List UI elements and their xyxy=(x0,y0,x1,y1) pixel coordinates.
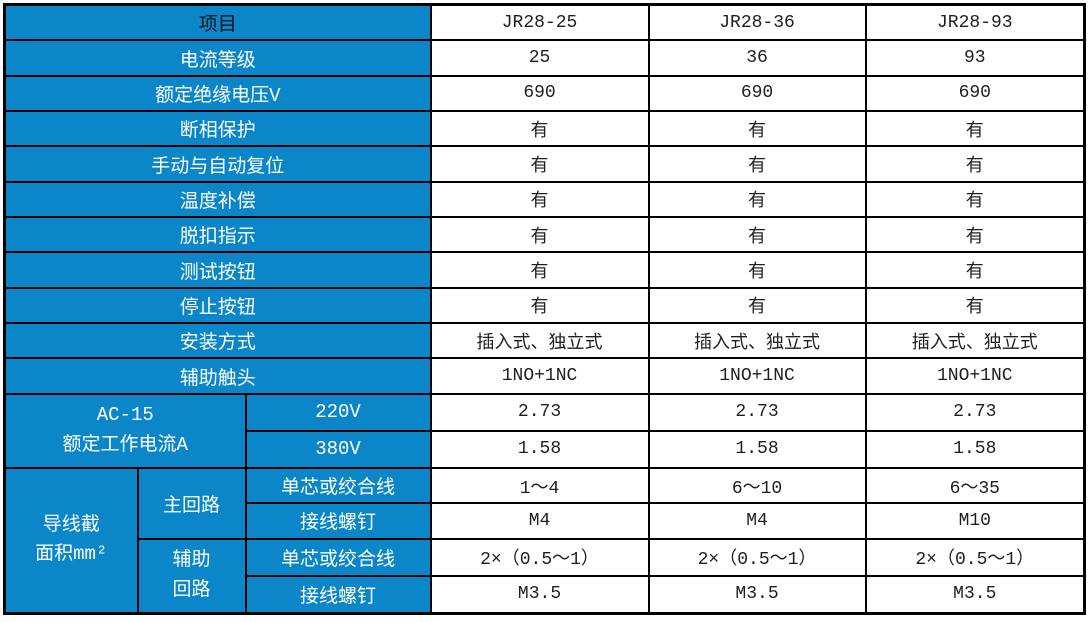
value-cell: 有 xyxy=(429,286,650,325)
header-model-cell: JR28-93 xyxy=(864,3,1086,42)
header-row: 项目 JR28-25 JR28-36 JR28-93 xyxy=(3,3,1086,42)
header-item-cell: 项目 xyxy=(3,3,432,42)
sub-label: 单芯或绞合线 xyxy=(244,537,432,577)
value-cell: 93 xyxy=(864,39,1086,77)
value-cell: 有 xyxy=(647,286,867,325)
table-row: 停止按钮 有 有 有 xyxy=(3,286,1086,325)
table-row: 脱扣指示 有 有 有 xyxy=(3,216,1086,254)
value-cell: 1NO+1NC xyxy=(647,357,867,395)
row-label: 手动与自动复位 xyxy=(3,145,432,183)
row-label: 安装方式 xyxy=(3,322,432,360)
value-cell: M3.5 xyxy=(864,574,1086,615)
value-cell: 有 xyxy=(429,216,650,254)
table-row-ac15-380v: 380V 1.58 1.58 1.58 xyxy=(5,429,1086,469)
value-cell: M4 xyxy=(429,502,650,540)
value-cell: 6～35 xyxy=(864,466,1086,505)
table-row-wire-main-core: 导线截 面积mm² 主回路 单芯或绞合线 1～4 6～10 6～35 xyxy=(3,466,1086,615)
table-row: 电流等级 25 36 93 xyxy=(3,39,1086,77)
row-label: 电流等级 xyxy=(3,39,432,77)
value-cell: 6～10 xyxy=(647,466,867,505)
value-cell: 2.73 xyxy=(647,392,867,432)
value-cell: 1.58 xyxy=(647,429,867,469)
sub-label: 220V xyxy=(244,392,432,432)
value-cell: 有 xyxy=(429,180,650,219)
value-cell: 1NO+1NC xyxy=(864,357,1086,395)
sub-label: 接线螺钉 xyxy=(244,502,432,540)
sub-label: 单芯或绞合线 xyxy=(244,466,432,505)
table-row: 测试按钮 有 有 有 xyxy=(3,251,1086,289)
value-cell: 有 xyxy=(864,145,1086,183)
value-cell: M4 xyxy=(647,502,867,540)
value-cell: 有 xyxy=(647,251,867,289)
value-cell: M10 xyxy=(864,502,1086,540)
table-row: 温度补偿 有 有 有 xyxy=(3,180,1086,219)
value-cell: 有 xyxy=(864,216,1086,254)
value-cell: 2.73 xyxy=(864,392,1086,432)
wire-aux-circuit-label: 辅助 回路 xyxy=(136,537,247,615)
value-cell: 690 xyxy=(864,74,1086,113)
value-cell: 有 xyxy=(647,180,867,219)
value-cell: 有 xyxy=(429,251,650,289)
value-cell: 有 xyxy=(864,110,1086,148)
value-cell: 1NO+1NC xyxy=(429,357,650,395)
value-cell: 690 xyxy=(429,74,650,113)
wire-group-label: 导线截 面积mm² xyxy=(3,466,139,615)
value-cell: 有 xyxy=(429,110,650,148)
value-cell: 1.58 xyxy=(864,429,1086,469)
value-cell: 插入式、独立式 xyxy=(429,322,650,360)
value-cell: 1～4 xyxy=(429,466,650,505)
table-row-ac15-220v: AC-15 额定工作电流A 220V 2.73 2.73 2.73 xyxy=(3,392,1086,469)
table-row-wire-aux-core: 辅助 回路 单芯或绞合线 2×（0.5～1） 2×（0.5～1） 2×（0.5～… xyxy=(5,537,1086,615)
table-row: 安装方式 插入式、独立式 插入式、独立式 插入式、独立式 xyxy=(3,322,1086,360)
value-cell: 2.73 xyxy=(429,392,650,432)
value-cell: 有 xyxy=(864,180,1086,219)
row-label: 温度补偿 xyxy=(3,180,432,219)
value-cell: 1.58 xyxy=(429,429,650,469)
header-model-cell: JR28-25 xyxy=(429,3,650,42)
value-cell: 2×（0.5～1） xyxy=(864,537,1086,577)
table-row: 额定绝缘电压V 690 690 690 xyxy=(3,74,1086,113)
row-label: 测试按钮 xyxy=(3,251,432,289)
value-cell: 有 xyxy=(647,216,867,254)
row-label: 脱扣指示 xyxy=(3,216,432,254)
value-cell: 有 xyxy=(429,145,650,183)
table-row-wire-aux-screw: 接线螺钉 M3.5 M3.5 M3.5 xyxy=(5,574,1086,615)
value-cell: M3.5 xyxy=(429,574,650,615)
value-cell: 插入式、独立式 xyxy=(864,322,1086,360)
table-row: 辅助触头 1NO+1NC 1NO+1NC 1NO+1NC xyxy=(3,357,1086,395)
row-label: 断相保护 xyxy=(3,110,432,148)
header-model-cell: JR28-36 xyxy=(647,3,867,42)
sub-label: 接线螺钉 xyxy=(244,574,432,615)
value-cell: 有 xyxy=(864,286,1086,325)
row-label: 额定绝缘电压V xyxy=(3,74,432,113)
ac15-group-label: AC-15 额定工作电流A xyxy=(3,392,247,469)
value-cell: 36 xyxy=(647,39,867,77)
value-cell: 2×（0.5～1） xyxy=(429,537,650,577)
table-row: 断相保护 有 有 有 xyxy=(3,110,1086,148)
value-cell: 有 xyxy=(864,251,1086,289)
sub-label: 380V xyxy=(244,429,432,469)
table-row-wire-main-screw: 接线螺钉 M4 M4 M10 xyxy=(5,502,1086,540)
value-cell: 有 xyxy=(647,145,867,183)
value-cell: 插入式、独立式 xyxy=(647,322,867,360)
row-label: 停止按钮 xyxy=(3,286,432,325)
spec-table: 项目 JR28-25 JR28-36 JR28-93 电流等级 25 36 93… xyxy=(3,3,1087,615)
value-cell: 有 xyxy=(647,110,867,148)
value-cell: 2×（0.5～1） xyxy=(647,537,867,577)
row-label: 辅助触头 xyxy=(3,357,432,395)
value-cell: 690 xyxy=(647,74,867,113)
wire-main-circuit-label: 主回路 xyxy=(136,466,247,540)
table-row: 手动与自动复位 有 有 有 xyxy=(3,145,1086,183)
value-cell: M3.5 xyxy=(647,574,867,615)
value-cell: 25 xyxy=(429,39,650,77)
